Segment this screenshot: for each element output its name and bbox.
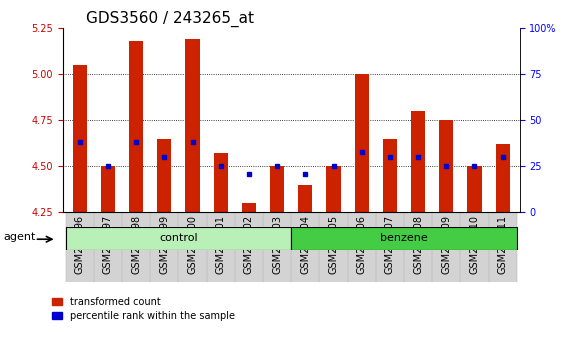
Bar	[291, 212, 319, 282]
Bar	[404, 212, 432, 282]
Bar	[214, 154, 228, 212]
Text: control: control	[159, 233, 198, 243]
Bar	[319, 212, 348, 282]
Bar	[94, 212, 122, 282]
Bar	[376, 212, 404, 282]
Bar	[411, 111, 425, 212]
Bar	[263, 212, 291, 282]
Bar	[122, 212, 150, 282]
Text: agent: agent	[3, 232, 35, 242]
Bar	[291, 227, 517, 250]
Bar	[178, 212, 207, 282]
Bar	[298, 185, 312, 212]
Bar	[66, 227, 291, 250]
Text: GDS3560 / 243265_at: GDS3560 / 243265_at	[86, 11, 254, 27]
Bar	[270, 166, 284, 212]
Bar	[207, 212, 235, 282]
Bar	[101, 166, 115, 212]
Bar	[150, 212, 178, 282]
Bar	[242, 203, 256, 212]
Bar	[432, 212, 460, 282]
Bar	[66, 212, 94, 282]
Bar	[129, 41, 143, 212]
Bar	[186, 39, 200, 212]
Text: benzene: benzene	[380, 233, 428, 243]
Legend: transformed count, percentile rank within the sample: transformed count, percentile rank withi…	[51, 295, 237, 323]
Bar	[468, 166, 481, 212]
Bar	[327, 166, 340, 212]
Bar	[157, 139, 171, 212]
Bar	[496, 144, 510, 212]
Bar	[235, 212, 263, 282]
Bar	[460, 212, 489, 282]
Bar	[73, 65, 87, 212]
Bar	[383, 139, 397, 212]
Bar	[489, 212, 517, 282]
Bar	[348, 212, 376, 282]
Bar	[439, 120, 453, 212]
Bar	[355, 74, 369, 212]
